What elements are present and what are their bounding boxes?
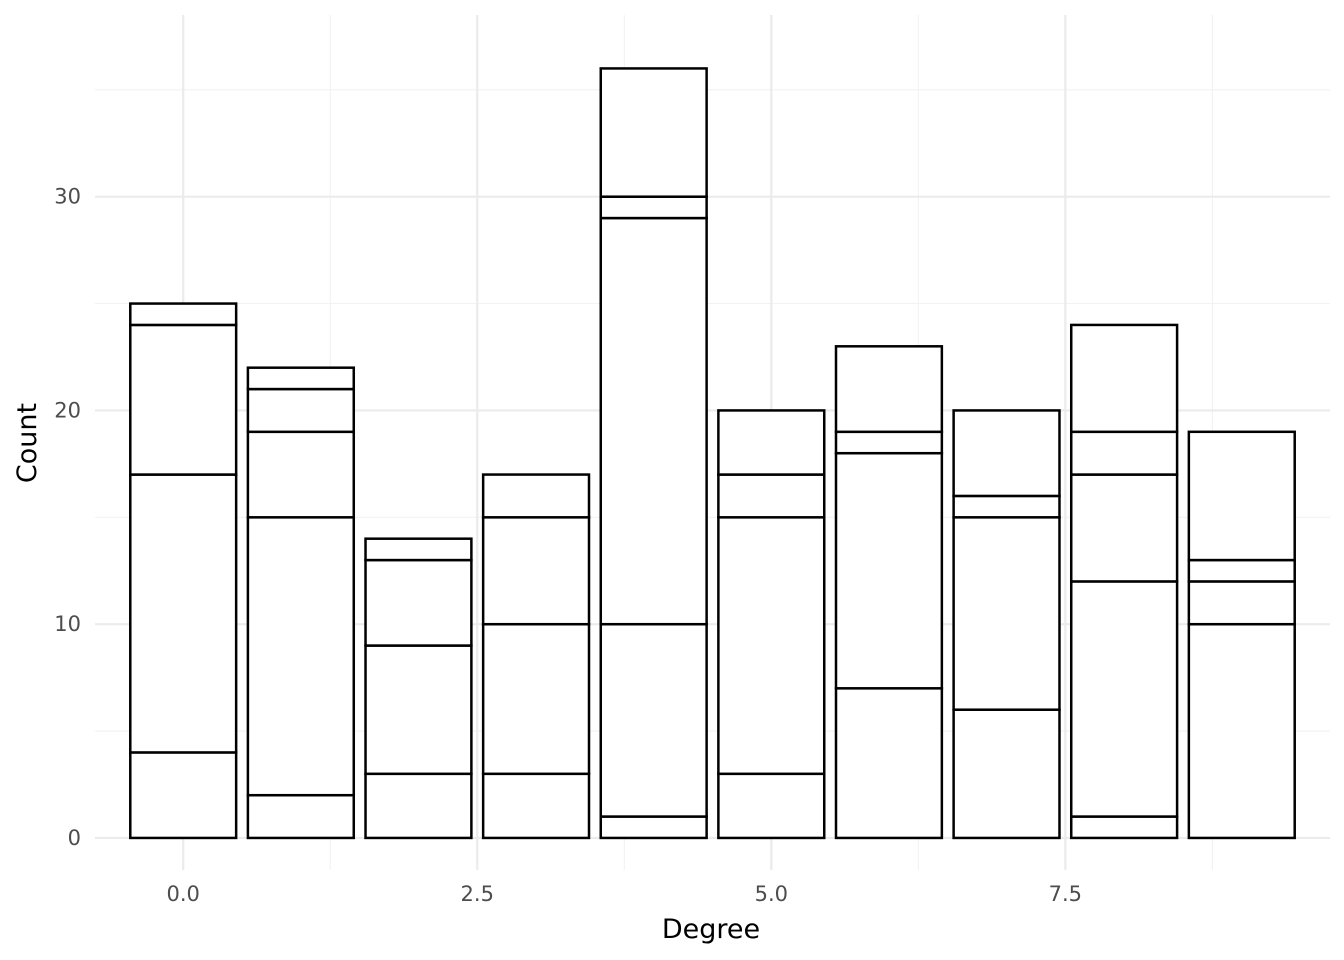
bar-segment <box>481 622 591 776</box>
bar-segment <box>1187 580 1296 626</box>
bar-segment <box>129 323 238 476</box>
bar-segment <box>1187 622 1296 840</box>
bar-segment <box>246 430 356 519</box>
bar-stack <box>717 409 826 840</box>
bar-segment <box>952 708 1061 840</box>
bar-stack <box>481 473 591 840</box>
bar-segment <box>364 537 473 562</box>
x-tick-label: 2.5 <box>461 882 494 906</box>
bar-segment <box>599 195 708 220</box>
bar-segment <box>246 387 356 434</box>
bar-stack <box>1069 323 1179 840</box>
bar-segment <box>599 622 708 818</box>
y-tick-label: 10 <box>54 612 81 636</box>
bar-segment <box>246 366 356 391</box>
bar-segment <box>834 687 944 840</box>
bar-segment <box>129 473 238 754</box>
bar-segment <box>952 494 1061 519</box>
bar-stack <box>952 409 1061 840</box>
y-tick-label: 20 <box>54 398 81 422</box>
bar-segment <box>717 409 826 476</box>
bar-stack <box>129 302 238 840</box>
bar-segment <box>364 558 473 647</box>
bar-segment <box>834 451 944 690</box>
bar-stack <box>1187 430 1296 840</box>
y-tick-label: 30 <box>54 185 81 209</box>
bar-segment <box>364 644 473 776</box>
bar-segment <box>364 772 473 840</box>
bar-segment <box>1187 558 1296 583</box>
bar-stack <box>364 537 473 840</box>
bar-segment <box>599 815 708 840</box>
bar-segment <box>481 772 591 840</box>
bars <box>129 67 1296 840</box>
x-tick-label: 0.0 <box>167 882 200 906</box>
x-axis-title: Degree <box>662 914 760 945</box>
y-tick-label: 0 <box>68 826 81 850</box>
bar-segment <box>481 473 591 519</box>
x-axis-ticks: 0.0 2.5 5.0 7.5 <box>167 882 1083 906</box>
y-axis-ticks: 0 10 20 30 <box>54 185 81 850</box>
bar-segment <box>834 345 944 434</box>
bar-segment <box>599 67 708 198</box>
bar-segment <box>129 302 238 327</box>
bar-segment <box>717 473 826 519</box>
bar-segment <box>1069 323 1179 434</box>
bar-segment <box>1069 580 1179 818</box>
bar-segment <box>1069 815 1179 840</box>
bar-segment <box>952 409 1061 498</box>
bar-segment <box>481 516 591 626</box>
bar-stack <box>246 366 356 840</box>
bar-segment <box>129 751 238 840</box>
bar-segment <box>1069 430 1179 476</box>
bar-stack <box>834 345 944 840</box>
bar-segment <box>717 772 826 840</box>
bar-segment <box>246 793 356 840</box>
bar-stack <box>599 67 708 840</box>
bar-segment <box>717 516 826 776</box>
bar-segment <box>599 216 708 626</box>
bar-segment <box>1069 473 1179 583</box>
y-axis-title: Count <box>12 403 43 483</box>
bar-segment <box>834 430 944 455</box>
bar-segment <box>1187 430 1296 562</box>
x-tick-label: 5.0 <box>755 882 788 906</box>
bar-segment <box>246 516 356 797</box>
x-tick-label: 7.5 <box>1049 882 1082 906</box>
bar-segment <box>952 516 1061 711</box>
